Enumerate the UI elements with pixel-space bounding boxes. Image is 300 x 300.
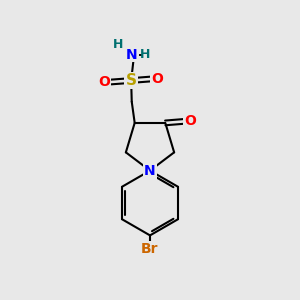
Text: H: H <box>113 38 123 51</box>
Text: N: N <box>144 164 156 178</box>
Text: O: O <box>151 72 163 86</box>
Text: O: O <box>99 75 111 89</box>
Text: N: N <box>126 48 138 62</box>
Text: O: O <box>184 114 196 128</box>
Text: S: S <box>126 73 137 88</box>
Text: Br: Br <box>141 242 159 256</box>
Text: H: H <box>140 48 150 61</box>
